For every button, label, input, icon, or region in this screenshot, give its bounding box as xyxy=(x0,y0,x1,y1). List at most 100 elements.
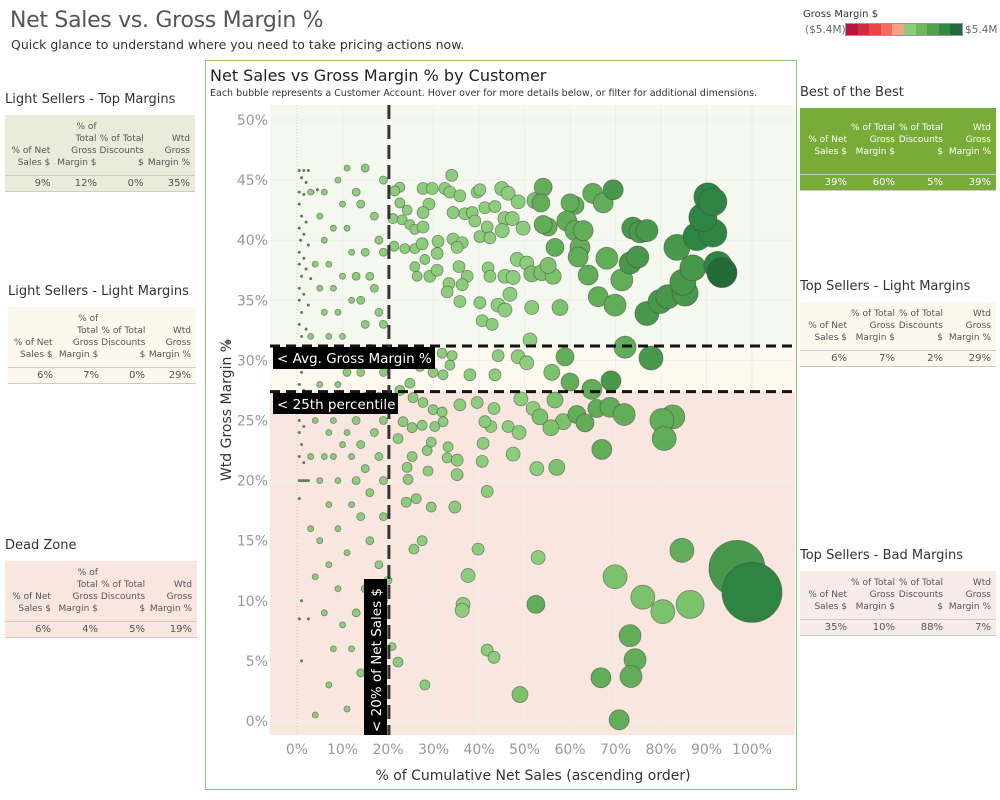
customer-bubble[interactable] xyxy=(356,512,366,522)
customer-bubble[interactable] xyxy=(304,479,308,483)
customer-bubble[interactable] xyxy=(404,377,416,389)
customer-bubble[interactable] xyxy=(543,364,561,381)
customer-bubble[interactable] xyxy=(487,650,501,664)
segment-table[interactable]: % of Net Sales $% of Total Gross Margin … xyxy=(800,571,996,636)
customer-bubble[interactable] xyxy=(307,525,315,533)
customer-bubble[interactable] xyxy=(425,501,437,513)
customer-bubble[interactable] xyxy=(504,211,520,226)
customer-bubble[interactable] xyxy=(320,188,328,196)
customer-bubble[interactable] xyxy=(460,568,476,583)
customer-bubble[interactable] xyxy=(300,214,304,218)
customer-bubble[interactable] xyxy=(306,243,310,247)
customer-bubble[interactable] xyxy=(374,235,384,245)
customer-bubble[interactable] xyxy=(388,240,400,252)
customer-bubble[interactable] xyxy=(297,226,301,230)
customer-bubble[interactable] xyxy=(650,599,676,625)
customer-bubble[interactable] xyxy=(409,261,421,273)
table-row[interactable]: 6% 7% 2% 29% xyxy=(800,351,996,367)
customer-bubble[interactable] xyxy=(445,168,459,182)
customer-bubble[interactable] xyxy=(471,542,485,556)
customer-bubble[interactable] xyxy=(476,436,490,450)
customer-bubble[interactable] xyxy=(383,575,393,585)
customer-bubble[interactable] xyxy=(299,238,303,242)
customer-bubble[interactable] xyxy=(300,334,304,338)
customer-bubble[interactable] xyxy=(297,382,301,386)
customer-bubble[interactable] xyxy=(389,185,401,197)
customer-bubble[interactable] xyxy=(505,446,521,462)
customer-bubble[interactable] xyxy=(379,247,388,257)
customer-bubble[interactable] xyxy=(590,667,612,689)
customer-bubble[interactable] xyxy=(581,378,603,400)
customer-bubble[interactable] xyxy=(415,237,429,251)
customer-bubble[interactable] xyxy=(450,468,464,481)
customer-bubble[interactable] xyxy=(555,347,575,367)
customer-bubble[interactable] xyxy=(374,452,384,461)
customer-bubble[interactable] xyxy=(379,596,388,606)
customer-bubble[interactable] xyxy=(297,394,301,398)
customer-bubble[interactable] xyxy=(356,368,366,377)
customer-bubble[interactable] xyxy=(306,303,310,307)
customer-bubble[interactable] xyxy=(360,392,370,401)
customer-bubble[interactable] xyxy=(297,250,301,254)
customer-bubble[interactable] xyxy=(408,543,420,555)
customer-bubble[interactable] xyxy=(302,168,306,172)
customer-bubble[interactable] xyxy=(651,426,677,451)
customer-bubble[interactable] xyxy=(316,212,324,220)
customer-bubble[interactable] xyxy=(334,477,342,485)
customer-bubble[interactable] xyxy=(334,525,342,533)
customer-bubble[interactable] xyxy=(311,417,319,424)
customer-bubble[interactable] xyxy=(325,332,333,340)
customer-bubble[interactable] xyxy=(356,668,366,678)
customer-bubble[interactable] xyxy=(369,428,379,437)
customer-bubble[interactable] xyxy=(297,358,301,362)
customer-bubble[interactable] xyxy=(365,680,375,690)
customer-bubble[interactable] xyxy=(453,398,467,412)
customer-bubble[interactable] xyxy=(360,319,370,329)
customer-bubble[interactable] xyxy=(425,182,439,195)
customer-bubble[interactable] xyxy=(488,200,502,213)
customer-bubble[interactable] xyxy=(602,564,628,590)
customer-bubble[interactable] xyxy=(351,608,361,618)
customer-bubble[interactable] xyxy=(325,681,333,689)
customer-bubble[interactable] xyxy=(416,206,430,219)
customer-bubble[interactable] xyxy=(721,561,783,623)
customer-bubble[interactable] xyxy=(431,235,445,248)
customer-bubble[interactable] xyxy=(315,188,319,192)
customer-bubble[interactable] xyxy=(365,488,375,498)
customer-bubble[interactable] xyxy=(400,496,412,508)
customer-bubble[interactable] xyxy=(360,464,370,473)
customer-bubble[interactable] xyxy=(369,355,379,365)
customer-bubble[interactable] xyxy=(635,219,659,242)
customer-bubble[interactable] xyxy=(297,455,301,459)
customer-bubble[interactable] xyxy=(483,231,497,245)
customer-bubble[interactable] xyxy=(343,224,351,232)
customer-bubble[interactable] xyxy=(297,479,301,483)
customer-bubble[interactable] xyxy=(297,202,301,206)
segment-table[interactable]: % of Net Sales $% of Total Gross Margin … xyxy=(5,115,195,192)
customer-bubble[interactable] xyxy=(365,343,375,353)
customer-bubble[interactable] xyxy=(297,497,301,501)
customer-bubble[interactable] xyxy=(394,197,406,209)
customer-bubble[interactable] xyxy=(478,415,492,429)
customer-bubble[interactable] xyxy=(430,263,444,277)
customer-bubble[interactable] xyxy=(698,187,728,217)
customer-bubble[interactable] xyxy=(316,537,324,545)
customer-bubble[interactable] xyxy=(546,391,564,409)
customer-bubble[interactable] xyxy=(379,512,388,522)
customer-bubble[interactable] xyxy=(374,692,384,702)
customer-bubble[interactable] xyxy=(560,372,580,392)
customer-bubble[interactable] xyxy=(302,425,306,429)
customer-bubble[interactable] xyxy=(334,585,342,593)
customer-bubble[interactable] xyxy=(379,319,388,329)
customer-bubble[interactable] xyxy=(475,454,489,468)
customer-bubble[interactable] xyxy=(374,307,384,317)
customer-bubble[interactable] xyxy=(300,659,304,663)
customer-bubble[interactable] xyxy=(334,176,342,184)
customer-bubble[interactable] xyxy=(339,405,346,412)
customer-bubble[interactable] xyxy=(316,284,324,292)
customer-bubble[interactable] xyxy=(539,257,557,274)
customer-bubble[interactable] xyxy=(402,473,414,485)
customer-bubble[interactable] xyxy=(387,213,399,224)
customer-bubble[interactable] xyxy=(591,438,613,460)
customer-bubble[interactable] xyxy=(311,573,319,581)
